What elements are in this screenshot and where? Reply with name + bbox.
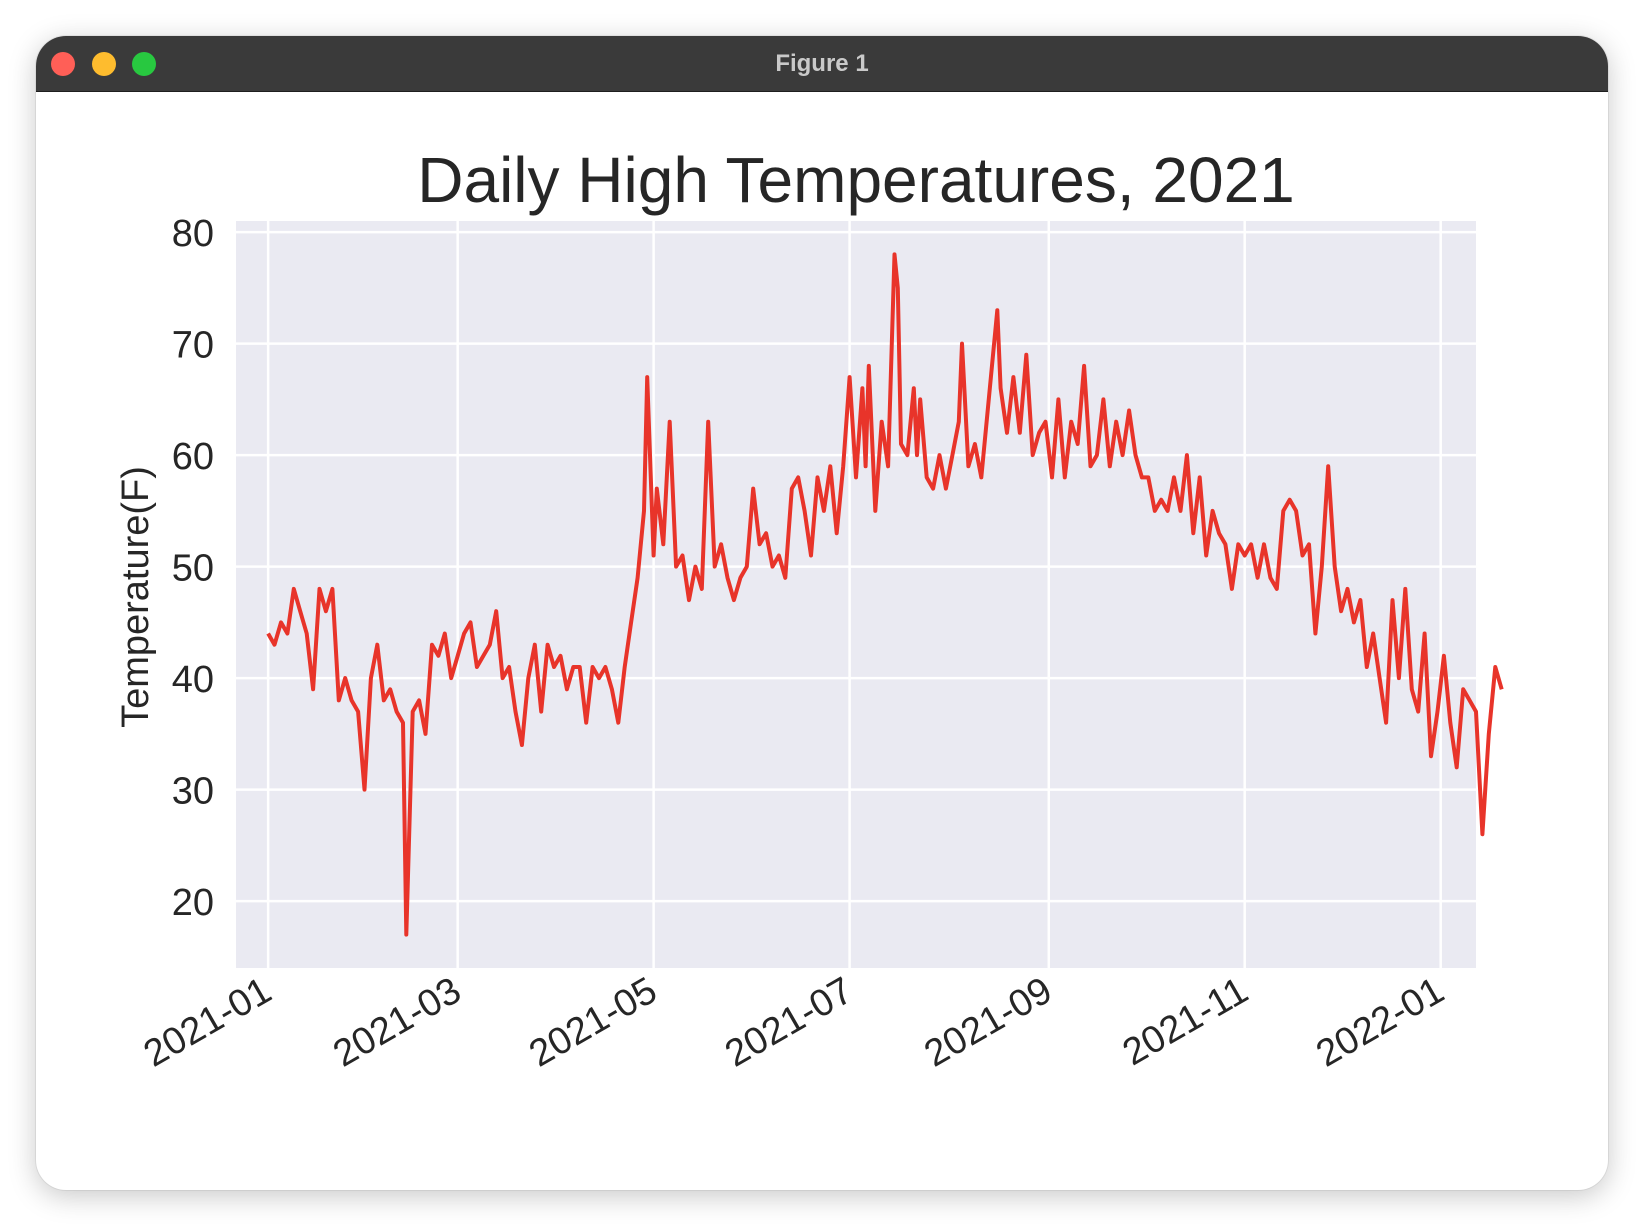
y-tick-label: 50 [172, 548, 214, 590]
x-tick-label: 2021-11 [1116, 969, 1255, 1074]
y-axis-label: Temperature(F) [115, 466, 157, 728]
x-tick-label: 2022-01 [1309, 969, 1451, 1075]
y-tick-label: 20 [172, 882, 214, 924]
y-axis-ticks: 20 30 40 50 60 70 80 [172, 213, 214, 924]
x-tick-label: 2021-03 [326, 969, 468, 1075]
y-tick-label: 30 [172, 771, 214, 813]
series-line [266, 252, 1504, 937]
x-tick-label: 2021-05 [522, 969, 664, 1075]
y-tick-label: 80 [172, 213, 214, 255]
y-tick-label: 40 [172, 659, 214, 701]
chart-title: Daily High Temperatures, 2021 [417, 144, 1295, 216]
maximize-window-button[interactable] [132, 52, 156, 76]
window-title: Figure 1 [775, 50, 869, 77]
plot-area [236, 221, 1476, 968]
close-window-button[interactable] [51, 52, 75, 76]
minimize-window-button[interactable] [92, 52, 116, 76]
y-tick-label: 60 [172, 436, 214, 478]
y-tick-label: 70 [172, 325, 214, 367]
window-titlebar[interactable]: Figure 1 [36, 36, 1608, 92]
x-tick-label: 2021-01 [137, 969, 279, 1075]
x-axis-ticks: 2021-01 2021-03 2021-05 2021-07 2021-09 2021-… [137, 969, 1451, 1075]
x-tick-label: 2021-07 [718, 969, 860, 1075]
x-tick-label: 2021-09 [917, 969, 1059, 1075]
